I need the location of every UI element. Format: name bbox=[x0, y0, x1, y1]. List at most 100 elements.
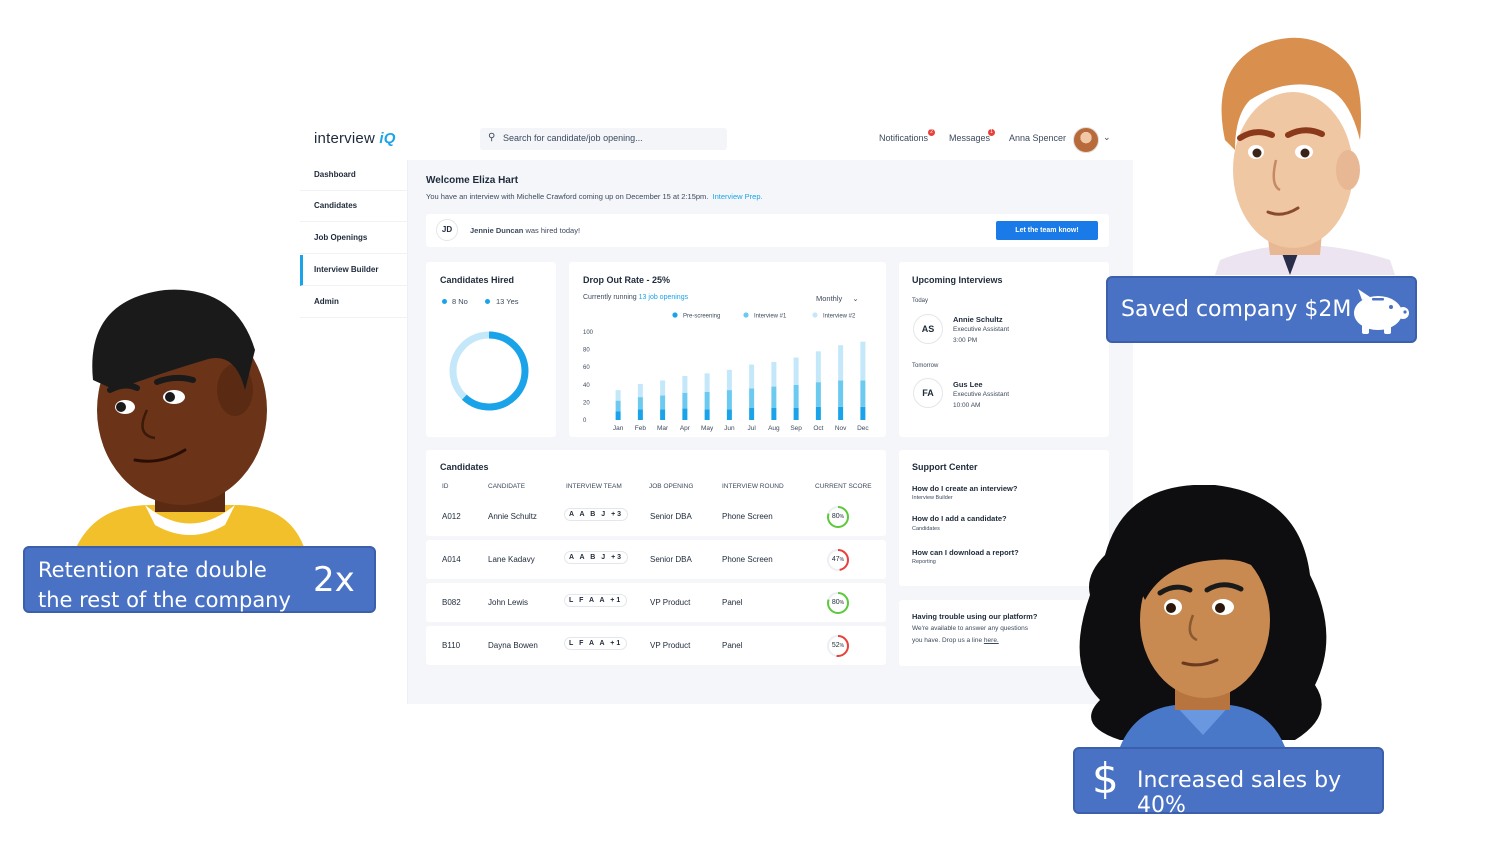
bar-segment bbox=[615, 400, 621, 412]
sidebar: Dashboard Candidates Job Openings Interv… bbox=[300, 160, 408, 704]
upcoming-day-today: Today bbox=[912, 298, 929, 304]
let-team-know-button[interactable]: Let the team know! bbox=[996, 221, 1098, 240]
bar-segment bbox=[615, 411, 621, 420]
table-header-row: ID CANDIDATE INTERVIEW TEAM JOB OPENING … bbox=[426, 483, 886, 493]
cell-interview-team: A A B J +3 bbox=[564, 508, 629, 521]
help-line-1: We're available to answer any questions bbox=[912, 625, 1029, 632]
welcome-message-text: You have an interview with Michelle Craw… bbox=[426, 192, 709, 201]
notifications-link[interactable]: Notifications bbox=[879, 133, 928, 143]
bar-segment bbox=[838, 345, 844, 381]
messages-label: Messages bbox=[949, 133, 991, 143]
help-here-link[interactable]: here. bbox=[983, 637, 999, 644]
upcoming-interviews-card: Upcoming Interviews Today AS Annie Schul… bbox=[899, 262, 1109, 437]
table-row[interactable]: A014 Lane Kadavy A A B J +3 Senior DBA P… bbox=[426, 540, 886, 579]
bar-segment bbox=[815, 382, 821, 407]
sidebar-item-candidates[interactable]: Candidates bbox=[300, 191, 408, 222]
bar-segment bbox=[838, 406, 844, 420]
cell-id: A012 bbox=[442, 512, 461, 521]
sidebar-item-job-openings[interactable]: Job Openings bbox=[300, 223, 408, 254]
bar-segment bbox=[860, 341, 866, 381]
donut-yes-arc bbox=[449, 331, 529, 411]
interviewee-name[interactable]: Gus Lee bbox=[953, 380, 983, 389]
mouth-shape bbox=[133, 448, 187, 463]
support-category: Reporting bbox=[912, 559, 936, 565]
sidebar-item-dashboard[interactable]: Dashboard bbox=[300, 160, 408, 191]
bar-segment bbox=[660, 395, 666, 410]
cell-score: 52% bbox=[826, 642, 850, 649]
legend-marker bbox=[743, 312, 749, 318]
mouth-shape bbox=[1181, 658, 1219, 667]
chevron-down-icon[interactable]: ⌄ bbox=[1103, 132, 1111, 142]
legend-no-dot bbox=[442, 299, 447, 304]
interview-prep-link[interactable]: Interview Prep. bbox=[712, 192, 763, 201]
table-row[interactable]: B082 John Lewis L F A A +1 VP Product Pa… bbox=[426, 583, 886, 622]
user-name[interactable]: Anna Spencer bbox=[1009, 133, 1067, 143]
candidates-table-title: Candidates bbox=[440, 462, 489, 472]
dashboard-app: interview iQ ⚲ Search for candidate/job … bbox=[300, 120, 1133, 704]
score-ring-fill bbox=[827, 592, 849, 614]
welcome-title: Welcome Eliza Hart bbox=[426, 175, 519, 186]
interviewee-role: Executive Assistant bbox=[953, 391, 1009, 398]
bar-segment bbox=[726, 390, 732, 410]
col-job-opening: JOB OPENING bbox=[649, 483, 694, 490]
brow-shape bbox=[1204, 582, 1244, 593]
bar-segment bbox=[771, 361, 777, 387]
nose-shape bbox=[141, 409, 156, 440]
sidebar-item-admin[interactable]: Admin bbox=[300, 287, 408, 318]
candidates-hired-title: Candidates Hired bbox=[440, 275, 515, 285]
upcoming-title: Upcoming Interviews bbox=[912, 275, 1003, 285]
brow-shape bbox=[154, 374, 196, 385]
hired-message: Jennie Duncan was hired today! bbox=[470, 226, 580, 235]
support-title: Support Center bbox=[912, 462, 978, 472]
x-tick-label: Dec bbox=[857, 425, 869, 432]
score-value: 80 bbox=[831, 599, 840, 606]
team-initials: L F A A bbox=[569, 597, 607, 604]
hired-donut bbox=[449, 331, 529, 411]
dropout-card: Drop Out Rate - 25% Currently running 13… bbox=[569, 262, 886, 437]
interviewee-name[interactable]: Annie Schultz bbox=[953, 315, 1003, 324]
bar-segment bbox=[637, 397, 643, 410]
y-tick-label: 100 bbox=[583, 330, 594, 336]
face-shape bbox=[1233, 92, 1353, 248]
collar-shape bbox=[145, 505, 235, 535]
app-logo[interactable]: interview iQ bbox=[314, 130, 396, 147]
user-avatar[interactable] bbox=[1073, 127, 1099, 153]
hired-banner: JD Jennie Duncan was hired today! Let th… bbox=[426, 214, 1109, 247]
face-shape bbox=[1140, 542, 1270, 698]
man-left-illustration bbox=[75, 289, 305, 550]
collar-shape bbox=[1175, 705, 1230, 735]
bar-segment bbox=[615, 390, 621, 401]
score-ring-fill bbox=[827, 506, 849, 528]
legend-yes: 13 Yes bbox=[496, 297, 519, 306]
woman-illustration bbox=[1079, 485, 1327, 747]
support-question[interactable]: How can I download a report? bbox=[912, 548, 1019, 557]
team-extra: +3 bbox=[611, 511, 624, 518]
score-ring bbox=[827, 549, 849, 571]
job-openings-link[interactable]: 13 job openings bbox=[638, 294, 689, 301]
hired-name: Jennie Duncan bbox=[470, 226, 524, 235]
cell-candidate: Dayna Bowen bbox=[488, 641, 538, 650]
cell-candidate: Lane Kadavy bbox=[488, 555, 535, 564]
candidates-table: Candidates ID CANDIDATE INTERVIEW TEAM J… bbox=[426, 450, 886, 690]
brow-shape bbox=[107, 382, 140, 393]
support-question[interactable]: How do I add a candidate? bbox=[912, 514, 1007, 523]
bar-segment bbox=[749, 407, 755, 420]
logo-accent: iQ bbox=[379, 130, 396, 147]
bar-segment bbox=[815, 351, 821, 383]
table-row[interactable]: A012 Annie Schultz A A B J +3 Senior DBA… bbox=[426, 497, 886, 536]
x-tick-label: May bbox=[701, 425, 714, 432]
support-center-card: Support Center How do I create an interv… bbox=[899, 450, 1109, 586]
ear-shape bbox=[1336, 150, 1360, 190]
sidebar-item-interview-builder[interactable]: Interview Builder bbox=[300, 255, 408, 286]
x-tick-label: Nov bbox=[835, 425, 847, 432]
cell-candidate: John Lewis bbox=[488, 598, 529, 607]
messages-link[interactable]: Messages bbox=[949, 133, 990, 143]
table-row[interactable]: B110 Dayna Bowen L F A A +1 VP Product P… bbox=[426, 626, 886, 665]
search-input[interactable]: ⚲ Search for candidate/job opening... bbox=[480, 128, 727, 150]
score-ring bbox=[827, 506, 849, 528]
support-question[interactable]: How do I create an interview? bbox=[912, 484, 1018, 493]
period-select[interactable]: Monthly ⌄ bbox=[816, 294, 859, 303]
bar-segment bbox=[771, 407, 777, 420]
score-value: 52 bbox=[831, 642, 840, 649]
retention-text: Retention rate double the rest of the co… bbox=[38, 555, 291, 615]
